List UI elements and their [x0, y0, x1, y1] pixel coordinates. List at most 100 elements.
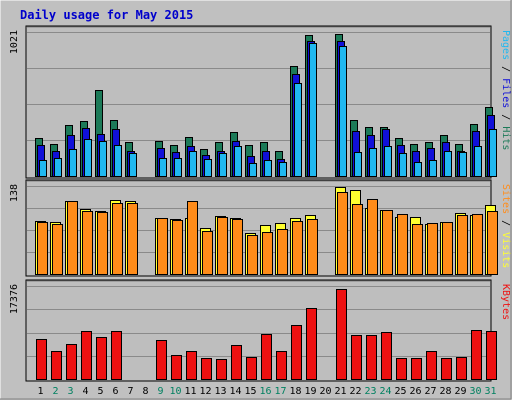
bar-pages-day-6: [114, 145, 122, 177]
bar-sites-day-18: [292, 221, 303, 275]
x-label-day-4: 4: [82, 386, 88, 397]
x-axis-labels: 1 2 3 4 5 6 7 8 9 10 11 12 13 14 15 16 17 18 19 20 21 22 23 24 2…: [37, 386, 496, 397]
panel-kbytes: 17376 KBytes: [9, 279, 511, 382]
legend-entry-sites: Sites: [500, 184, 511, 214]
bar-pages-day-18: [294, 83, 302, 177]
x-label-day-31: 31: [484, 386, 496, 397]
bar-sites-day-13: [217, 217, 228, 275]
bar-sites-day-21: [337, 192, 348, 275]
bar-sites-day-31: [487, 211, 498, 275]
bar-sites-day-27: [427, 223, 438, 275]
bar-sites-day-28: [442, 222, 453, 275]
x-label-day-30: 30: [469, 386, 481, 397]
legend-separator: /: [500, 214, 511, 232]
x-label-day-29: 29: [454, 386, 466, 397]
bar-kbytes-day-3: [66, 344, 77, 380]
x-label-day-20: 20: [319, 386, 331, 397]
bar-sites-day-5: [97, 212, 108, 275]
y-max-label: 138: [9, 184, 20, 202]
bar-pages-day-23: [369, 148, 377, 177]
y-max-label: 17376: [9, 284, 20, 314]
bar-kbytes-day-2: [51, 351, 62, 380]
x-label-day-16: 16: [259, 386, 271, 397]
x-label-day-17: 17: [274, 386, 286, 397]
chart-panels: 1021 Pages / Files / Hits 138 Sites / Visit…: [9, 25, 511, 382]
legend: Sites / Visits: [500, 184, 511, 268]
x-label-day-9: 9: [157, 386, 163, 397]
x-label-day-18: 18: [289, 386, 301, 397]
bar-pages-day-1: [39, 160, 47, 177]
bar-kbytes-day-23: [366, 335, 377, 380]
bar-pages-day-29: [459, 152, 467, 177]
legend-separator: /: [500, 60, 511, 78]
x-label-day-2: 2: [52, 386, 58, 397]
bar-kbytes-day-12: [201, 358, 212, 380]
bar-sites-day-25: [397, 214, 408, 275]
bar-pages-day-16: [264, 160, 272, 177]
bar-pages-day-30: [474, 146, 482, 177]
bar-sites-day-7: [127, 203, 138, 275]
bar-sites-day-3: [67, 201, 78, 275]
bar-kbytes-day-13: [216, 359, 227, 380]
bar-kbytes-day-15: [246, 357, 257, 380]
bar-pages-day-14: [234, 146, 242, 177]
bar-sites-day-12: [202, 231, 213, 275]
legend-entry-hits: Hits: [500, 126, 511, 150]
x-label-day-23: 23: [364, 386, 376, 397]
bar-pages-day-31: [489, 129, 497, 177]
bar-kbytes-day-4: [81, 331, 92, 380]
x-label-day-14: 14: [229, 386, 241, 397]
x-label-day-19: 19: [304, 386, 316, 397]
legend: Pages / Files / Hits: [500, 30, 511, 150]
bar-kbytes-day-17: [276, 351, 287, 380]
x-label-day-1: 1: [37, 386, 43, 397]
bar-pages-day-4: [84, 139, 92, 177]
chart-title: Daily usage for May 2015: [20, 8, 193, 22]
bar-kbytes-day-9: [156, 340, 167, 380]
bar-kbytes-day-11: [186, 351, 197, 380]
bar-kbytes-day-25: [396, 358, 407, 380]
x-label-day-13: 13: [214, 386, 226, 397]
bar-sites-day-26: [412, 224, 423, 275]
bar-pages-day-25: [399, 153, 407, 177]
bar-kbytes-day-10: [171, 355, 182, 380]
bar-pages-day-2: [54, 158, 62, 177]
bar-pages-day-7: [129, 153, 137, 177]
x-label-day-15: 15: [244, 386, 256, 397]
bar-pages-day-9: [159, 158, 167, 177]
bar-kbytes-day-14: [231, 345, 242, 380]
bar-sites-day-10: [172, 220, 183, 275]
bar-sites-day-22: [352, 204, 363, 275]
bar-sites-day-2: [52, 224, 63, 275]
bar-kbytes-day-16: [261, 334, 272, 380]
x-label-day-21: 21: [334, 386, 346, 397]
panel-hits-files-pages: 1021 Pages / Files / Hits: [9, 25, 511, 179]
x-label-day-26: 26: [409, 386, 421, 397]
bar-kbytes-day-21: [336, 289, 347, 380]
x-label-day-24: 24: [379, 386, 391, 397]
bar-sites-day-16: [262, 232, 273, 275]
bar-kbytes-day-6: [111, 331, 122, 380]
x-label-day-7: 7: [127, 386, 133, 397]
legend-entry-visits: Visits: [500, 232, 511, 268]
x-label-day-8: 8: [142, 386, 148, 397]
bar-kbytes-day-5: [96, 337, 107, 380]
bar-pages-day-28: [444, 151, 452, 177]
bar-sites-day-1: [37, 222, 48, 275]
bar-pages-day-19: [309, 43, 317, 177]
bar-kbytes-day-30: [471, 330, 482, 380]
x-label-day-11: 11: [184, 386, 196, 397]
bar-pages-day-13: [219, 153, 227, 177]
legend-separator: /: [500, 108, 511, 126]
y-max-label: 1021: [9, 30, 20, 54]
x-label-day-28: 28: [439, 386, 451, 397]
bar-pages-day-12: [204, 159, 212, 177]
bar-sites-day-11: [187, 201, 198, 275]
bar-pages-day-21: [339, 46, 347, 177]
legend-entry-kbytes: KBytes: [500, 284, 511, 320]
panel-visits-sites: 138 Sites / Visits: [9, 179, 511, 277]
bar-pages-day-10: [174, 158, 182, 177]
bar-sites-day-6: [112, 203, 123, 275]
bar-sites-day-29: [457, 215, 468, 275]
